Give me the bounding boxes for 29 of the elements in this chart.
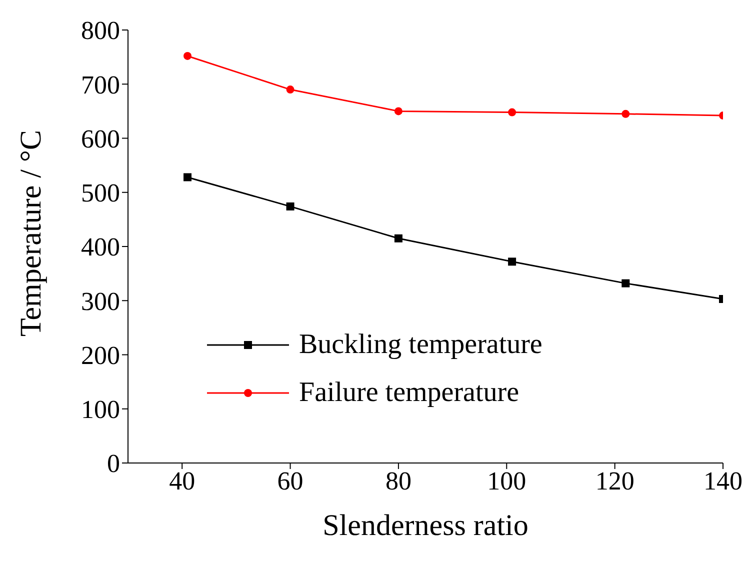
point (184, 52, 192, 60)
x-tick-label: 140 (704, 466, 742, 496)
y-tick-label: 100 (81, 395, 120, 424)
x-axis-title: Slenderness ratio (322, 509, 528, 542)
legend-label: Failure temperature (299, 377, 520, 409)
x-tick-label: 60 (277, 466, 304, 496)
point (508, 108, 516, 116)
point (394, 107, 402, 116)
x-tick-label: 80 (385, 466, 412, 496)
y-tick-label: 800 (81, 16, 120, 46)
y-tick-label: 700 (81, 70, 120, 100)
point (622, 279, 630, 288)
y-tick-label: 600 (81, 124, 120, 154)
legend-label: Buckling temperature (299, 329, 542, 361)
y-tick-label: 500 (81, 178, 120, 208)
x-tick-label: 120 (595, 466, 634, 496)
point (286, 86, 294, 94)
point (286, 202, 294, 210)
y-tick-label: 200 (81, 340, 120, 370)
point (394, 234, 402, 242)
y-tick-label: 300 (81, 286, 120, 316)
y-tick-label: 0 (107, 449, 120, 478)
point (622, 110, 630, 118)
x-tick-label: 100 (487, 466, 526, 496)
y-axis-title: Temperature / °C (14, 130, 48, 336)
point (184, 173, 192, 182)
y-tick-label: 400 (81, 232, 120, 262)
point (508, 258, 516, 266)
x-tick-label: 40 (169, 466, 196, 496)
